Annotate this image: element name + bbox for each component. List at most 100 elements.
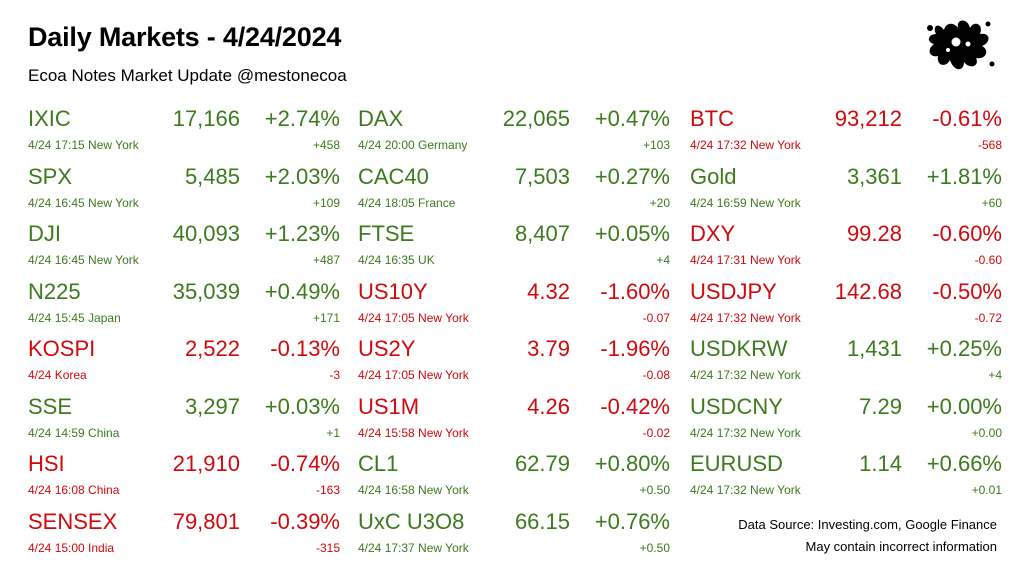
quote-price: 8,407 xyxy=(514,221,570,246)
quote-price: 142.68 xyxy=(834,278,902,304)
quote-change: -0.72 xyxy=(974,310,1002,325)
quote-row-ixic: IXIC 17,166 +2.74% 4/24 17:15 New York +458 xyxy=(28,100,340,158)
quote-price: 1.14 xyxy=(859,451,902,476)
quote-timestamp: 4/24 Korea xyxy=(28,368,87,382)
page-subtitle: Ecoa Notes Market Update @mestonecoa xyxy=(28,66,347,85)
quote-timestamp: 4/24 16:08 China xyxy=(28,483,120,497)
quote-timestamp: 4/24 17:32 New York xyxy=(690,368,801,382)
quote-change: -0.08 xyxy=(642,368,670,382)
quote-row-us1m: US1M 4.26 -0.42% 4/24 15:58 New York -0.02 xyxy=(358,388,670,446)
quote-row-sse: SSE 3,297 +0.03% 4/24 14:59 China +1 xyxy=(28,388,340,446)
quote-row-cl1: CL1 62.79 +0.80% 4/24 16:58 New York +0.50 xyxy=(358,445,670,503)
market-column-2: DAX 22,065 +0.47% 4/24 20:00 Germany +103 CAC… xyxy=(358,100,670,560)
quote-percent-change: -0.42% xyxy=(600,393,670,419)
quote-timestamp: 4/24 17:31 New York xyxy=(690,253,801,267)
quote-row-usdkrw: USDKRW 1,431 +0.25% 4/24 17:32 New York +4 xyxy=(690,330,1002,388)
quote-price: 62.79 xyxy=(514,451,570,476)
quote-row-us2y: US2Y 3.79 -1.96% 4/24 17:05 New York -0.08 xyxy=(358,330,670,388)
quote-percent-change: -1.60% xyxy=(600,278,670,304)
quote-timestamp: 4/24 16:58 New York xyxy=(358,483,469,497)
quote-price: 79,801 xyxy=(172,508,240,534)
quote-price: 17,166 xyxy=(172,106,240,131)
quote-change: +0.01 xyxy=(971,483,1002,497)
quote-percent-change: -0.39% xyxy=(270,508,340,534)
quote-symbol: CAC40 xyxy=(358,163,429,189)
quote-change: +4 xyxy=(988,368,1002,382)
quote-percent-change: +2.74% xyxy=(264,106,340,131)
quote-price: 93,212 xyxy=(834,106,902,131)
quote-percent-change: +0.00% xyxy=(926,393,1002,419)
quote-timestamp: 4/24 15:45 Japan xyxy=(28,310,121,325)
quote-percent-change: -0.61% xyxy=(932,106,1002,131)
quote-timestamp: 4/24 16:45 New York xyxy=(28,253,139,267)
quote-symbol: EURUSD xyxy=(690,451,783,476)
market-column-1: IXIC 17,166 +2.74% 4/24 17:15 New York +458 S… xyxy=(28,100,340,560)
quote-change: -568 xyxy=(977,138,1002,152)
quote-percent-change: +0.49% xyxy=(264,278,340,304)
quote-percent-change: +0.47% xyxy=(594,106,670,131)
quote-row-ftse: FTSE 8,407 +0.05% 4/24 16:35 UK +4 xyxy=(358,215,670,273)
quote-price: 66.15 xyxy=(514,508,570,534)
quote-percent-change: +0.76% xyxy=(594,508,670,534)
quote-row-eurusd: EURUSD 1.14 +0.66% 4/24 17:32 New York +0.01 xyxy=(690,445,1002,503)
quote-timestamp: 4/24 16:35 UK xyxy=(358,253,435,267)
quote-change: +4 xyxy=(656,253,670,267)
quote-timestamp: 4/24 17:32 New York xyxy=(690,310,801,325)
quote-timestamp: 4/24 17:37 New York xyxy=(358,540,469,555)
quote-row-kospi: KOSPI 2,522 -0.13% 4/24 Korea -3 xyxy=(28,330,340,388)
quote-percent-change: +0.03% xyxy=(264,393,340,419)
quote-timestamp: 4/24 17:32 New York xyxy=(690,138,801,152)
quote-symbol: USDKRW xyxy=(690,336,788,361)
quote-price: 35,039 xyxy=(172,278,240,304)
quote-percent-change: -0.60% xyxy=(932,221,1002,246)
quote-timestamp: 4/24 15:00 India xyxy=(28,540,115,555)
quote-row-gold: Gold 3,361 +1.81% 4/24 16:59 New York +60 xyxy=(690,158,1002,216)
quote-change: +20 xyxy=(649,195,670,210)
quote-row-dxy: DXY 99.28 -0.60% 4/24 17:31 New York -0.60 xyxy=(690,215,1002,273)
quote-timestamp: 4/24 17:32 New York xyxy=(690,483,801,497)
quote-symbol: DXY xyxy=(690,221,736,246)
quote-price: 5,485 xyxy=(184,163,240,189)
quote-row-us10y: US10Y 4.32 -1.60% 4/24 17:05 New York -0.07 xyxy=(358,273,670,331)
quote-price: 2,522 xyxy=(184,336,240,361)
quote-timestamp: 4/24 18:05 France xyxy=(358,195,456,210)
quote-row-usdjpy: USDJPY 142.68 -0.50% 4/24 17:32 New York -0.… xyxy=(690,273,1002,331)
quote-symbol: USDCNY xyxy=(690,393,783,419)
quote-change: -3 xyxy=(329,368,340,382)
quote-price: 4.26 xyxy=(527,393,570,419)
quote-change: +0.00 xyxy=(971,425,1002,440)
quote-symbol: N225 xyxy=(28,278,81,304)
quote-row-dji: DJI 40,093 +1.23% 4/24 16:45 New York +487 xyxy=(28,215,340,273)
quote-timestamp: 4/24 14:59 China xyxy=(28,425,120,440)
quote-timestamp: 4/24 17:05 New York xyxy=(358,368,469,382)
quote-percent-change: +0.66% xyxy=(926,451,1002,476)
quote-price: 3,297 xyxy=(184,393,240,419)
quote-symbol: HSI xyxy=(28,451,65,476)
quote-row-hsi: HSI 21,910 -0.74% 4/24 16:08 China -163 xyxy=(28,445,340,503)
quote-timestamp: 4/24 15:58 New York xyxy=(358,425,469,440)
quote-price: 99.28 xyxy=(846,221,902,246)
quote-change: -315 xyxy=(315,540,340,555)
quote-change: +171 xyxy=(312,310,340,325)
quote-percent-change: +0.25% xyxy=(926,336,1002,361)
quote-symbol: US10Y xyxy=(358,278,428,304)
quote-price: 22,065 xyxy=(502,106,570,131)
quote-timestamp: 4/24 17:32 New York xyxy=(690,425,801,440)
quote-percent-change: +2.03% xyxy=(264,163,340,189)
quote-price: 7.29 xyxy=(859,393,902,419)
quote-timestamp: 4/24 17:05 New York xyxy=(358,310,469,325)
quote-price: 21,910 xyxy=(172,451,240,476)
quote-percent-change: -0.74% xyxy=(270,451,340,476)
quote-symbol: USDJPY xyxy=(690,278,777,304)
quote-percent-change: +0.80% xyxy=(594,451,670,476)
quote-timestamp: 4/24 16:59 New York xyxy=(690,195,801,210)
quote-symbol: KOSPI xyxy=(28,336,96,361)
quote-timestamp: 4/24 17:15 New York xyxy=(28,138,139,152)
quote-row-uxc-u3o8: UxC U3O8 66.15 +0.76% 4/24 17:37 New York +0… xyxy=(358,503,670,561)
quote-symbol: SENSEX xyxy=(28,508,118,534)
quote-symbol: BTC xyxy=(690,106,734,131)
quote-symbol: CL1 xyxy=(358,451,399,476)
quote-change: +103 xyxy=(642,138,670,152)
quote-price: 3.79 xyxy=(527,336,570,361)
quote-row-spx: SPX 5,485 +2.03% 4/24 16:45 New York +109 xyxy=(28,158,340,216)
